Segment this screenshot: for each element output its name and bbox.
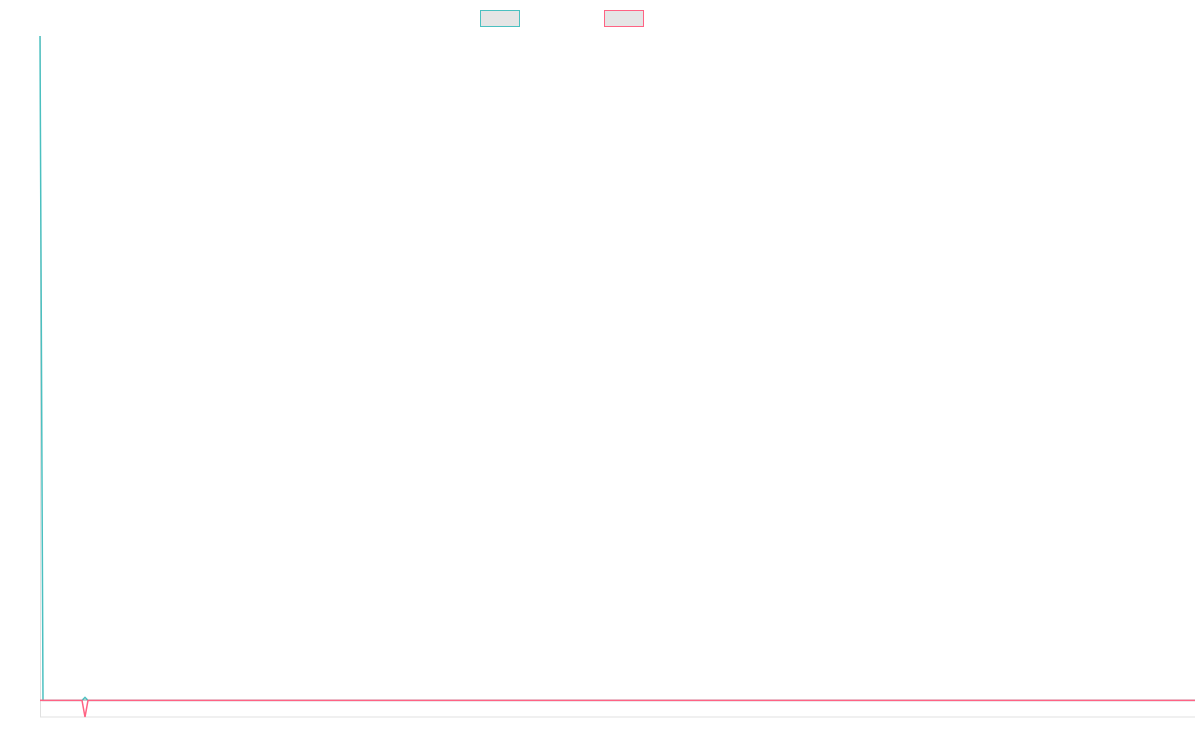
series-line-1	[39, 35, 1195, 702]
legend-item-series-2[interactable]	[604, 10, 644, 27]
series-line-2	[40, 699, 1195, 718]
legend-item-series-1[interactable]	[480, 10, 520, 27]
